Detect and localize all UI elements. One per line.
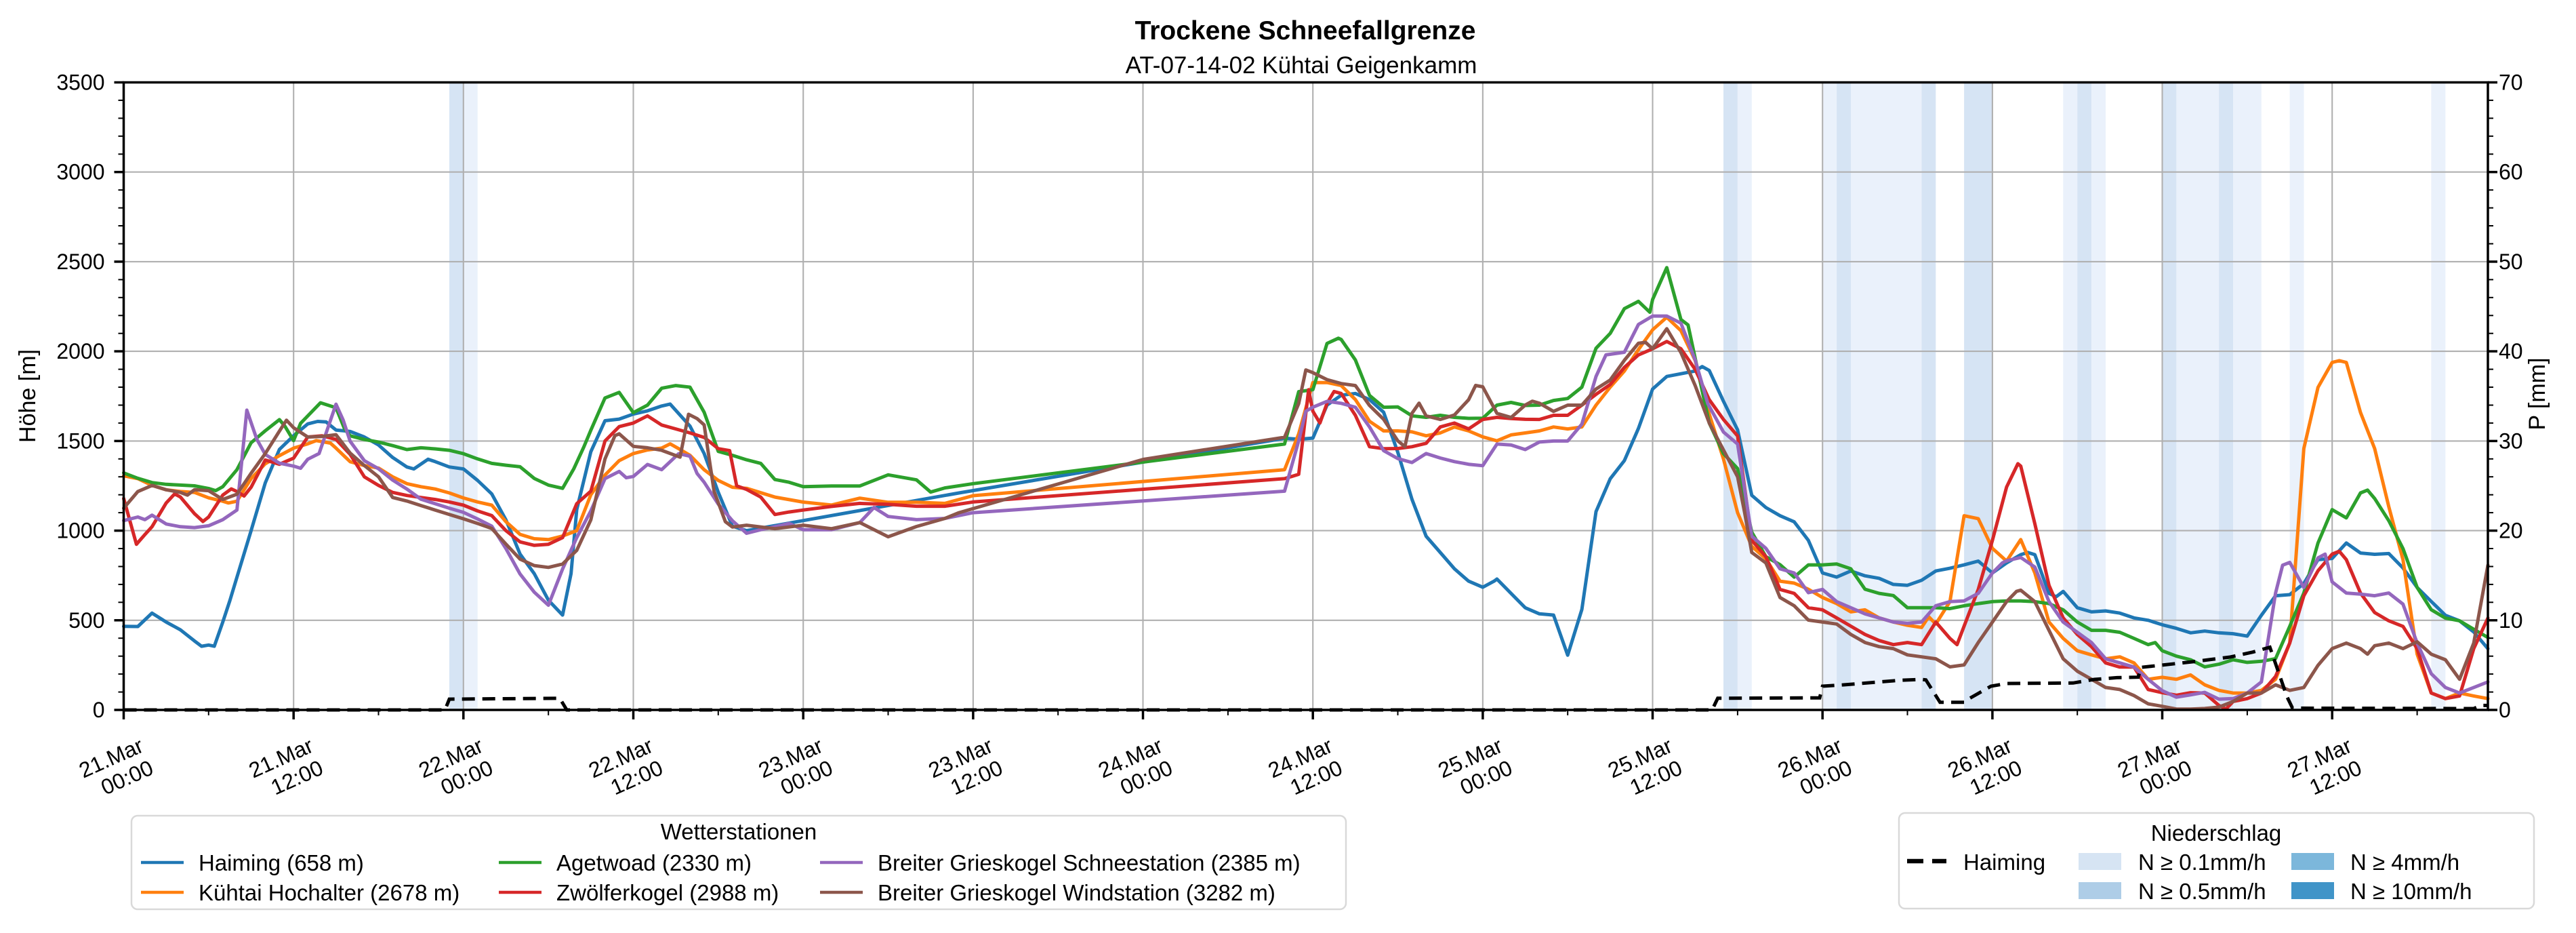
- svg-text:Höhe [m]: Höhe [m]: [15, 349, 41, 443]
- svg-text:500: 500: [68, 608, 104, 633]
- svg-text:30: 30: [2499, 429, 2523, 453]
- svg-text:60: 60: [2499, 160, 2523, 184]
- svg-text:2500: 2500: [56, 250, 104, 274]
- svg-text:Niederschlag: Niederschlag: [2151, 820, 2282, 846]
- svg-text:Haiming (658 m): Haiming (658 m): [199, 850, 364, 875]
- svg-text:20: 20: [2499, 519, 2523, 543]
- svg-text:AT-07-14-02 Kühtai Geigenkamm: AT-07-14-02 Kühtai Geigenkamm: [1126, 52, 1477, 79]
- svg-text:P [mm]: P [mm]: [2524, 357, 2550, 430]
- svg-text:1500: 1500: [56, 429, 104, 453]
- svg-text:40: 40: [2499, 339, 2523, 363]
- svg-text:0: 0: [93, 698, 105, 722]
- svg-text:50: 50: [2499, 250, 2523, 274]
- svg-text:Kühtai Hochalter (2678 m): Kühtai Hochalter (2678 m): [199, 880, 459, 905]
- svg-text:N ≥ 0.5mm/h: N ≥ 0.5mm/h: [2138, 879, 2266, 904]
- svg-text:10: 10: [2499, 608, 2523, 633]
- svg-text:Trockene Schneefallgrenze: Trockene Schneefallgrenze: [1135, 16, 1476, 45]
- svg-text:N ≥ 0.1mm/h: N ≥ 0.1mm/h: [2138, 850, 2266, 875]
- svg-text:Breiter Grieskogel Schneestati: Breiter Grieskogel Schneestation (2385 m…: [878, 850, 1301, 875]
- svg-text:2000: 2000: [56, 339, 104, 363]
- svg-text:Breiter Grieskogel Windstation: Breiter Grieskogel Windstation (3282 m): [878, 880, 1275, 905]
- svg-text:1000: 1000: [56, 519, 104, 543]
- svg-text:70: 70: [2499, 71, 2523, 95]
- svg-text:N ≥ 10mm/h: N ≥ 10mm/h: [2350, 879, 2472, 904]
- svg-text:Wetterstationen: Wetterstationen: [661, 819, 817, 844]
- svg-text:3500: 3500: [56, 71, 104, 95]
- svg-text:Zwölferkogel (2988 m): Zwölferkogel (2988 m): [556, 880, 779, 905]
- svg-text:N ≥ 4mm/h: N ≥ 4mm/h: [2350, 850, 2459, 875]
- svg-text:0: 0: [2499, 698, 2511, 722]
- svg-text:Haiming: Haiming: [1963, 850, 2045, 875]
- svg-text:3000: 3000: [56, 160, 104, 184]
- svg-text:Agetwoad (2330 m): Agetwoad (2330 m): [556, 850, 752, 875]
